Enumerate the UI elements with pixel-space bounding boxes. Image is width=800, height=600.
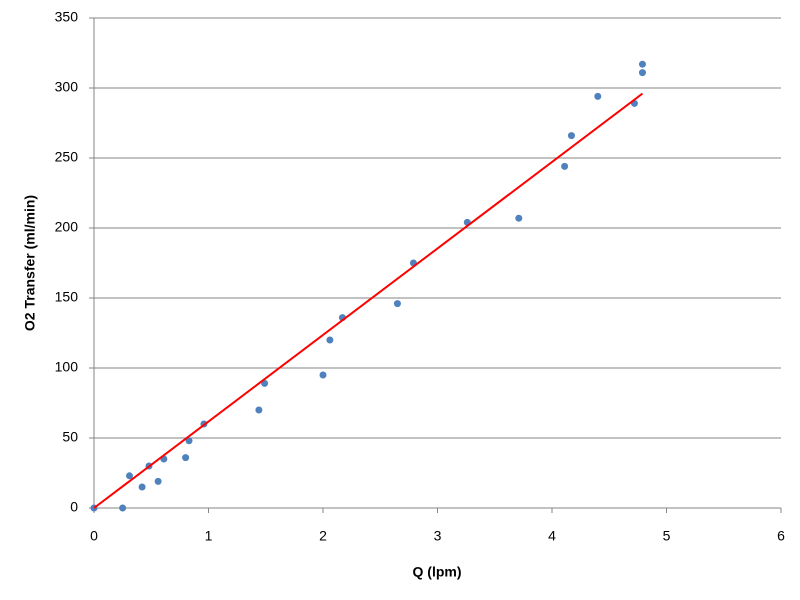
y-tick-label: 350 [55,9,79,25]
data-point [319,371,327,379]
y-tick-label: 150 [55,289,79,305]
y-tick-label: 50 [62,429,78,445]
x-tick-label: 5 [663,528,671,544]
x-tick-label: 6 [777,528,785,544]
x-tick-label: 2 [319,528,327,544]
data-point [138,483,146,491]
y-tick-label: 100 [55,359,79,375]
data-point [594,92,602,100]
y-tick-label: 300 [55,79,79,95]
y-tick-label: 250 [55,149,79,165]
data-point [561,162,569,170]
x-tick-label: 3 [434,528,442,544]
x-tick-label: 0 [90,528,98,544]
data-point [326,336,334,344]
data-point [393,300,401,308]
data-point [638,69,646,77]
x-axis-label: Q (lpm) [413,564,462,580]
y-axis-label: O2 Transfer (ml/min) [22,195,38,331]
y-tick-label: 0 [70,499,78,515]
data-point [119,504,127,512]
trend-line [93,92,644,509]
data-point [154,477,162,485]
x-tick-label: 4 [548,528,556,544]
x-tick-label: 1 [205,528,213,544]
data-point [515,214,523,222]
data-point [182,454,190,462]
data-point [255,406,263,414]
data-point [125,472,133,480]
data-point [567,132,575,140]
y-tick-label: 200 [55,219,79,235]
data-point [185,437,193,445]
data-point [638,60,646,68]
